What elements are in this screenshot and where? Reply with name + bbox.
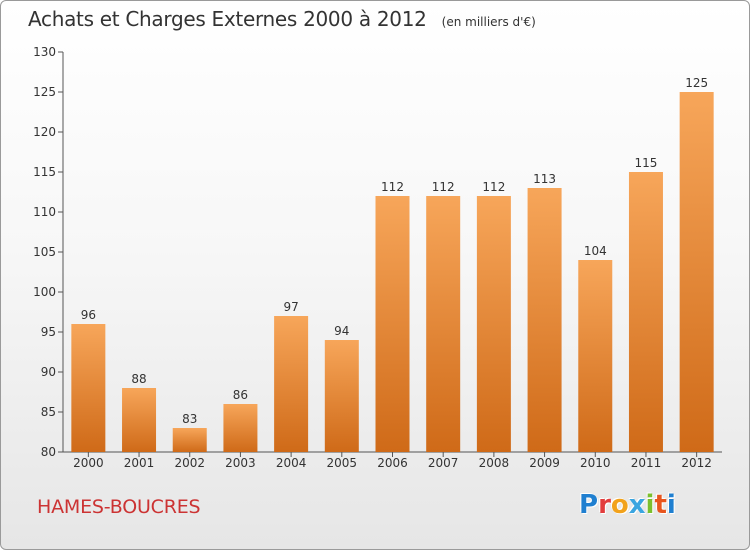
bar bbox=[274, 316, 309, 452]
value-label: 125 bbox=[685, 76, 708, 90]
bar bbox=[375, 196, 410, 452]
bar bbox=[172, 428, 207, 452]
logo-letter: i bbox=[645, 490, 655, 520]
logo-letter: r bbox=[598, 490, 611, 520]
y-tick-label: 80 bbox=[41, 445, 56, 459]
y-tick-label: 125 bbox=[33, 85, 56, 99]
x-tick-label: 2006 bbox=[377, 456, 408, 470]
value-label: 112 bbox=[482, 180, 505, 194]
bar bbox=[426, 196, 461, 452]
value-label: 115 bbox=[635, 156, 658, 170]
x-tick-label: 2004 bbox=[276, 456, 307, 470]
bar bbox=[527, 188, 562, 452]
bar bbox=[324, 340, 359, 452]
y-tick-label: 100 bbox=[33, 285, 56, 299]
y-tick-label: 105 bbox=[33, 245, 56, 259]
bar bbox=[476, 196, 511, 452]
y-tick-label: 115 bbox=[33, 165, 56, 179]
x-tick-label: 2008 bbox=[479, 456, 510, 470]
y-tick-label: 130 bbox=[33, 45, 56, 59]
x-tick-label: 2001 bbox=[124, 456, 155, 470]
value-label: 112 bbox=[432, 180, 455, 194]
chart-subtitle: (en milliers d'€) bbox=[441, 15, 536, 29]
value-labels: 96 88 83 86 97 94 112 112 112 113 104 115 125 bbox=[81, 76, 708, 426]
x-tick-label: 2010 bbox=[580, 456, 611, 470]
value-label: 88 bbox=[131, 372, 146, 386]
bar bbox=[679, 92, 714, 452]
logo-letter: o bbox=[610, 490, 629, 520]
title-row: Achats et Charges Externes 2000 à 2012 (… bbox=[28, 7, 536, 31]
bar bbox=[71, 324, 106, 452]
bar bbox=[628, 172, 663, 452]
logo-letter: t bbox=[654, 490, 667, 520]
logo-letter: P bbox=[579, 490, 599, 520]
y-tick-label: 110 bbox=[33, 205, 56, 219]
bar bbox=[578, 260, 613, 452]
proxiti-logo: Proxiti bbox=[579, 490, 676, 520]
x-tick-label: 2002 bbox=[174, 456, 205, 470]
y-tick-label: 90 bbox=[41, 365, 56, 379]
city-name: HAMES-BOUCRES bbox=[37, 496, 201, 518]
logo-letter: x bbox=[628, 490, 646, 520]
logo-letter: i bbox=[666, 490, 676, 520]
x-tick-label: 2009 bbox=[529, 456, 560, 470]
y-tick-label: 120 bbox=[33, 125, 56, 139]
bar bbox=[223, 404, 258, 452]
value-label: 104 bbox=[584, 244, 607, 258]
bars bbox=[71, 92, 714, 452]
value-label: 113 bbox=[533, 172, 556, 186]
bar bbox=[122, 388, 157, 452]
value-label: 112 bbox=[381, 180, 404, 194]
x-tick-label: 2011 bbox=[631, 456, 662, 470]
x-tick-label: 2007 bbox=[428, 456, 459, 470]
value-label: 97 bbox=[283, 300, 298, 314]
y-tick-label: 95 bbox=[41, 325, 56, 339]
value-label: 94 bbox=[334, 324, 349, 338]
x-tick-label: 2000 bbox=[73, 456, 104, 470]
value-label: 83 bbox=[182, 412, 197, 426]
x-tick-label: 2003 bbox=[225, 456, 256, 470]
x-tick-label: 2005 bbox=[327, 456, 358, 470]
value-label: 86 bbox=[233, 388, 248, 402]
chart-title: Achats et Charges Externes 2000 à 2012 bbox=[28, 7, 427, 31]
x-tick-label: 2012 bbox=[681, 456, 712, 470]
value-label: 96 bbox=[81, 308, 96, 322]
axes: 80 85 90 95 100 105 110 115 120 125 130 2000 2001 200… bbox=[33, 45, 722, 470]
y-tick-label: 85 bbox=[41, 405, 56, 419]
